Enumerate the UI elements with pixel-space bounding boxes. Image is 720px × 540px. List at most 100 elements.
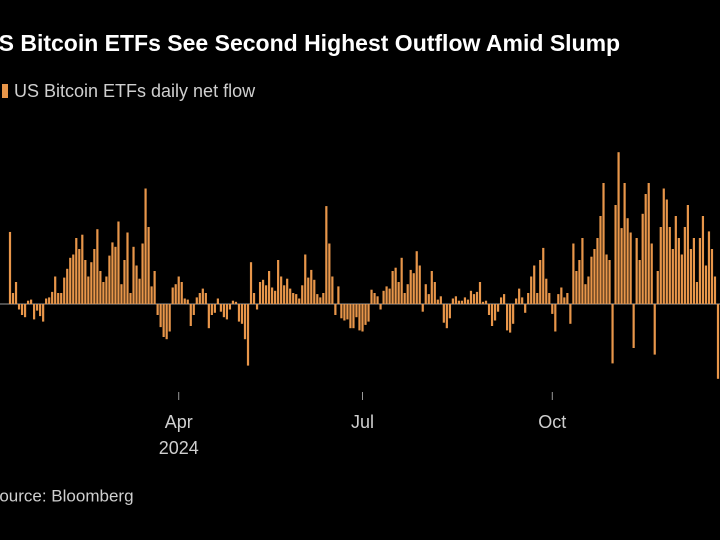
bar (496, 304, 500, 312)
bar (382, 290, 385, 304)
bar (418, 265, 421, 304)
bar (267, 271, 271, 304)
bar (680, 254, 683, 304)
x-tick-label: Oct (538, 412, 566, 432)
bar (162, 304, 165, 337)
bar (716, 304, 720, 379)
bar (325, 206, 328, 304)
bar (33, 304, 36, 320)
bar (174, 284, 177, 304)
bar (304, 254, 307, 304)
bar (340, 304, 343, 319)
bar (364, 304, 367, 325)
bar (346, 304, 349, 320)
legend-swatch (2, 84, 8, 98)
bar (331, 276, 334, 304)
bar (524, 304, 527, 313)
bar (493, 304, 497, 321)
bar (274, 290, 277, 304)
bar (499, 297, 503, 304)
bar (277, 260, 280, 304)
bar (506, 304, 509, 331)
bar (512, 304, 515, 324)
bar (445, 304, 448, 329)
bar (487, 304, 491, 315)
bar (421, 304, 424, 312)
bar (629, 232, 632, 304)
bar (228, 304, 232, 310)
bar (159, 304, 162, 328)
bar (156, 304, 159, 315)
bar (93, 249, 96, 304)
bar (11, 293, 15, 304)
bar (671, 249, 674, 304)
bar (587, 276, 590, 304)
bar (201, 288, 204, 304)
bar (189, 304, 192, 326)
bar (120, 284, 123, 304)
bar (454, 296, 457, 304)
bar (518, 288, 521, 304)
bar (430, 271, 433, 304)
bar (605, 254, 608, 304)
bar (352, 304, 355, 329)
bar (710, 249, 714, 304)
bar (439, 296, 442, 304)
bar (14, 282, 18, 304)
bar (207, 304, 210, 329)
bar (198, 293, 201, 304)
bar (539, 260, 542, 304)
bar (481, 301, 485, 304)
bar (578, 260, 581, 304)
bar (701, 216, 705, 304)
bar (165, 304, 168, 340)
bar (117, 221, 120, 304)
bar (81, 234, 84, 304)
bar (469, 290, 473, 304)
bar (370, 289, 373, 304)
bar (168, 304, 171, 332)
bar (668, 227, 671, 304)
bar (36, 304, 39, 311)
bar (343, 304, 346, 321)
bar (105, 276, 108, 304)
bar (515, 298, 518, 304)
bar (394, 267, 397, 304)
bar (475, 291, 479, 304)
bar (144, 188, 147, 304)
bar (617, 152, 620, 304)
bar (63, 277, 66, 304)
bar (307, 277, 310, 304)
bar (355, 304, 358, 318)
x-tick-label: Jul (351, 412, 374, 432)
bar (563, 297, 566, 304)
bar (72, 254, 75, 304)
bar (599, 216, 602, 304)
bar (403, 293, 406, 304)
bar (298, 298, 301, 304)
bar (638, 260, 641, 304)
bar (90, 262, 93, 304)
bar (665, 199, 668, 304)
bar (581, 238, 584, 304)
bar (575, 271, 578, 304)
bar (289, 288, 292, 304)
bar (433, 282, 436, 304)
bar (626, 218, 629, 304)
bar (78, 249, 81, 304)
bar (313, 279, 316, 304)
bar (349, 304, 352, 329)
bar (620, 228, 623, 304)
bar (322, 293, 325, 304)
bar (545, 278, 548, 304)
bar (292, 293, 295, 304)
bar (466, 299, 470, 304)
bar (51, 291, 54, 304)
bar (192, 304, 195, 315)
bar (647, 183, 650, 304)
bar (593, 249, 596, 304)
bar (406, 284, 409, 304)
bar (569, 304, 572, 324)
bar (530, 276, 533, 304)
